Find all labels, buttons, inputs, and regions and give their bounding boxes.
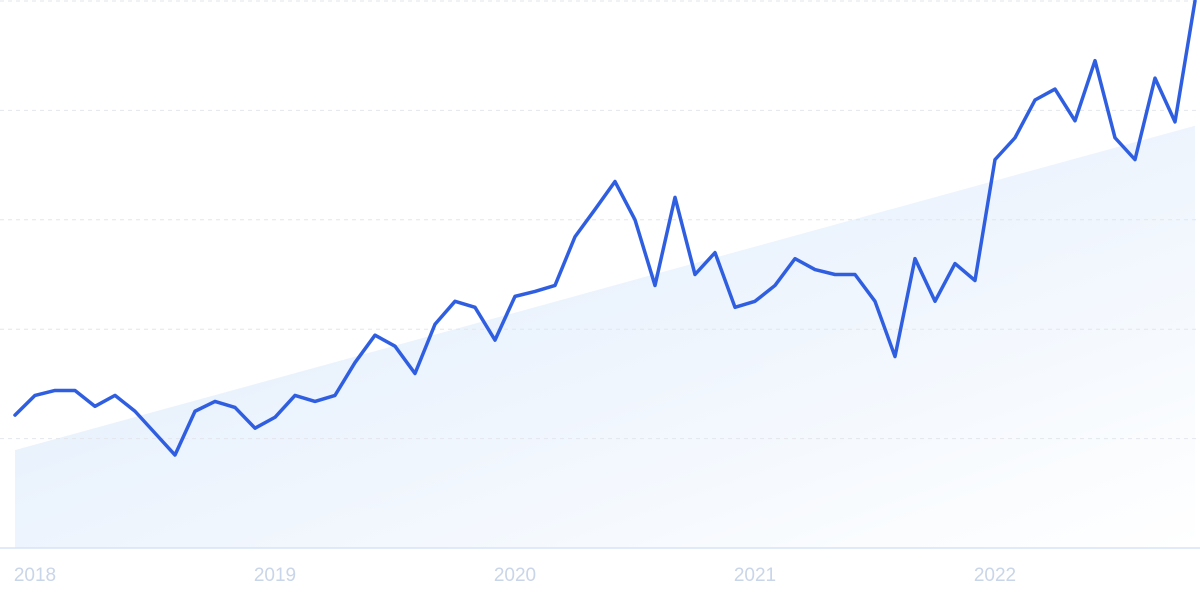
x-tick-label: 2020 [494,565,536,586]
trend-area [15,125,1195,548]
trend-line [13,0,1197,457]
x-tick-label: 2022 [974,565,1016,586]
x-tick-label: 2018 [14,565,56,586]
x-tick-label: 2019 [254,565,296,586]
x-tick-label: 2021 [734,565,776,586]
